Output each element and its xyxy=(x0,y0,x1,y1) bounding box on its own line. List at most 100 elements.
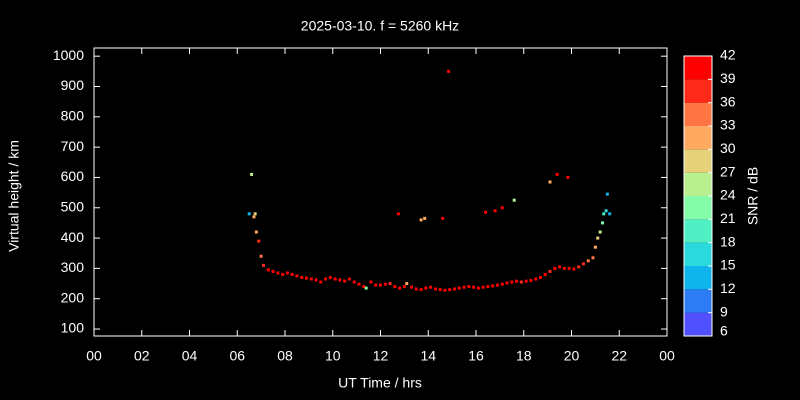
data-point xyxy=(484,210,488,214)
data-point xyxy=(419,218,423,222)
data-point xyxy=(548,269,552,273)
data-point xyxy=(419,288,423,292)
y-axis-label: Virtual height / km xyxy=(6,140,22,252)
data-point xyxy=(259,254,263,258)
data-point xyxy=(493,209,497,213)
data-point xyxy=(410,285,414,289)
y-tick-label: 500 xyxy=(61,198,85,214)
data-point xyxy=(352,280,356,284)
y-tick-label: 100 xyxy=(61,320,85,336)
data-point xyxy=(396,212,400,216)
data-point xyxy=(555,172,559,176)
x-tick-label: 20 xyxy=(564,348,580,364)
data-point xyxy=(553,266,557,270)
data-point xyxy=(343,279,347,283)
data-point xyxy=(254,230,258,234)
data-point xyxy=(433,287,437,291)
data-point xyxy=(586,259,590,263)
data-point xyxy=(362,285,366,289)
colorbar-tick-label: 18 xyxy=(720,233,736,249)
data-point xyxy=(462,285,466,289)
data-point xyxy=(304,276,308,280)
y-tick-label: 1000 xyxy=(53,47,84,63)
data-point xyxy=(519,280,523,284)
colorbar-block xyxy=(684,102,712,126)
data-point xyxy=(388,282,392,286)
colorbar-block xyxy=(684,196,712,220)
data-point xyxy=(405,282,409,286)
data-point xyxy=(250,172,254,176)
y-tick-label: 200 xyxy=(61,289,85,305)
data-point xyxy=(476,286,480,290)
data-point xyxy=(577,265,581,269)
data-point xyxy=(596,236,600,240)
data-point xyxy=(338,278,342,282)
data-point xyxy=(524,279,528,283)
data-point xyxy=(257,239,261,243)
data-point xyxy=(357,282,361,286)
colorbar-tick-label: 12 xyxy=(720,280,736,296)
data-point xyxy=(309,277,313,281)
colorbar-block xyxy=(684,56,712,80)
colorbar-tick-label: 27 xyxy=(720,163,736,179)
data-point xyxy=(534,277,538,281)
data-point xyxy=(324,277,328,281)
colorbar-tick-label: 9 xyxy=(720,303,728,319)
data-point xyxy=(393,285,397,289)
y-tick-label: 700 xyxy=(61,138,85,154)
data-point xyxy=(481,285,485,289)
colorbar-tick-label: 24 xyxy=(720,187,736,203)
colorbar-block xyxy=(684,266,712,290)
data-point xyxy=(314,278,318,282)
data-point xyxy=(467,285,471,289)
data-point xyxy=(276,271,280,275)
colorbar-block xyxy=(684,126,712,150)
data-point xyxy=(548,180,552,184)
data-point xyxy=(457,286,461,290)
data-point xyxy=(347,277,351,281)
colorbar-tick-label: 39 xyxy=(720,70,736,86)
data-point xyxy=(300,275,304,279)
data-point xyxy=(491,284,495,288)
data-point xyxy=(593,245,597,249)
x-tick-label: 00 xyxy=(86,348,102,364)
data-point xyxy=(266,268,270,272)
y-tick-label: 400 xyxy=(61,229,85,245)
data-point xyxy=(510,280,514,284)
data-point xyxy=(543,272,547,276)
x-tick-label: 00 xyxy=(659,348,675,364)
data-point xyxy=(423,216,427,220)
colorbar-tick-label: 15 xyxy=(720,257,736,273)
data-point xyxy=(443,288,447,292)
x-tick-label: 04 xyxy=(182,348,198,364)
colorbar-tick-label: 21 xyxy=(720,210,736,226)
data-point xyxy=(558,265,562,269)
y-tick-label: 800 xyxy=(61,108,85,124)
data-point xyxy=(472,285,476,289)
data-point xyxy=(567,266,571,270)
data-point xyxy=(448,288,452,292)
x-tick-label: 12 xyxy=(373,348,389,364)
data-point xyxy=(608,212,612,216)
colorbar-block xyxy=(684,312,712,336)
data-point xyxy=(581,262,585,266)
colorbar-tick-label: 33 xyxy=(720,117,736,133)
x-tick-label: 02 xyxy=(134,348,150,364)
colorbar-block xyxy=(684,289,712,313)
x-tick-label: 10 xyxy=(325,348,341,364)
data-point xyxy=(328,275,332,279)
plot-frame xyxy=(93,47,668,337)
x-tick-label: 06 xyxy=(229,348,245,364)
y-tick-label: 900 xyxy=(61,77,85,93)
data-point xyxy=(402,285,406,289)
data-point xyxy=(441,216,445,220)
data-point xyxy=(374,283,378,287)
y-tick-label: 300 xyxy=(61,259,85,275)
y-tick-label: 600 xyxy=(61,168,85,184)
colorbar-tick-label: 36 xyxy=(720,93,736,109)
data-point xyxy=(512,198,516,202)
colorbar-tick-label: 30 xyxy=(720,140,736,156)
data-point xyxy=(271,269,275,273)
data-point xyxy=(414,287,418,291)
